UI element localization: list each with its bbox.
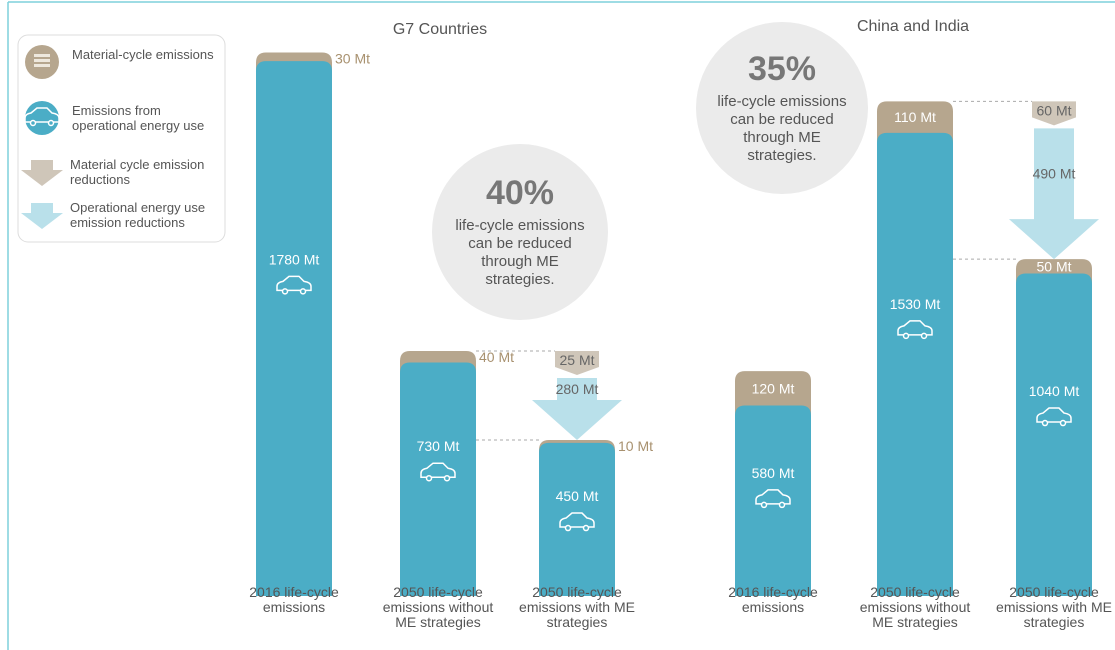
operational-bar bbox=[256, 61, 332, 596]
category-label: 2050 life-cycle emissions without ME str… bbox=[382, 584, 494, 630]
category-label: 2050 life-cycle emissions with ME strate… bbox=[996, 584, 1112, 630]
car-icon bbox=[24, 107, 60, 127]
material-label: 120 Mt bbox=[752, 380, 795, 396]
operational-label: 1780 Mt bbox=[269, 251, 320, 267]
car-wheel bbox=[425, 474, 433, 482]
legend-icon bbox=[21, 203, 63, 229]
operational-label: 450 Mt bbox=[556, 488, 599, 504]
car-icon bbox=[1036, 407, 1072, 427]
share-text: life-cycle emissions can be reduced thro… bbox=[717, 93, 847, 164]
category-label: 2016 life-cycle emissions bbox=[728, 584, 818, 615]
material-reduction-label: 25 Mt bbox=[559, 352, 594, 368]
legend-icon bbox=[25, 101, 59, 135]
category-label: 2050 life-cycle emissions with ME strate… bbox=[519, 584, 635, 630]
legend-icon-layer bbox=[34, 64, 50, 67]
car-wheel bbox=[443, 474, 451, 482]
operational-reduction-label: 490 Mt bbox=[1033, 166, 1076, 182]
material-label: 40 Mt bbox=[479, 349, 514, 365]
car-icon bbox=[897, 320, 933, 340]
car-icon bbox=[420, 462, 456, 482]
material-label: 10 Mt bbox=[618, 438, 653, 454]
material-reduction bbox=[555, 351, 599, 376]
legend-icon bbox=[21, 160, 63, 186]
car-icon bbox=[559, 512, 595, 532]
share-value: 40% bbox=[486, 174, 554, 212]
car-wheel bbox=[47, 119, 55, 127]
material-label: 50 Mt bbox=[1036, 258, 1071, 274]
legend-label: Operational energy use emission reductio… bbox=[70, 200, 206, 230]
material-reduction bbox=[1032, 101, 1076, 126]
car-body bbox=[276, 275, 312, 292]
operational-bar bbox=[1016, 273, 1092, 596]
share-text: life-cycle emissions can be reduced thro… bbox=[455, 217, 585, 288]
car-wheel bbox=[778, 501, 786, 509]
operational-reduction-label: 280 Mt bbox=[556, 381, 599, 397]
car-body bbox=[559, 512, 595, 528]
panel-title: China and India bbox=[857, 18, 969, 35]
material-label: 110 Mt bbox=[894, 109, 936, 125]
car-body bbox=[24, 107, 60, 123]
operational-bar bbox=[877, 132, 953, 596]
car-wheel bbox=[564, 524, 572, 532]
material-label: 30 Mt bbox=[335, 51, 370, 67]
category-label: 2050 life-cycle emissions without ME str… bbox=[859, 584, 971, 630]
legend-label: Emissions from operational energy use bbox=[72, 103, 205, 133]
car-body bbox=[897, 320, 933, 336]
operational-bar bbox=[400, 362, 476, 596]
car-wheel bbox=[582, 524, 590, 532]
car-wheel bbox=[1041, 419, 1049, 427]
car-body bbox=[420, 462, 456, 478]
share-circle bbox=[696, 22, 868, 194]
operational-bar bbox=[539, 442, 615, 596]
category-label: 2016 life-cycle emissions bbox=[249, 584, 339, 615]
operational-label: 730 Mt bbox=[417, 438, 460, 454]
operational-label: 1040 Mt bbox=[1029, 383, 1080, 399]
legend-label: Material cycle emission reductions bbox=[70, 157, 205, 187]
operational-label: 580 Mt bbox=[752, 465, 795, 481]
car-body bbox=[755, 489, 791, 505]
operational-reduction bbox=[1009, 128, 1099, 260]
car-wheel bbox=[1059, 419, 1067, 427]
operational-label: 1530 Mt bbox=[890, 296, 941, 312]
legend-box bbox=[17, 34, 226, 243]
legend-icon-layer bbox=[34, 54, 50, 57]
car-icon bbox=[755, 489, 791, 509]
operational-reduction bbox=[532, 378, 622, 440]
legend-label: Material-cycle emissions bbox=[72, 47, 214, 62]
legend-icon-layer bbox=[34, 59, 50, 62]
share-value: 35% bbox=[748, 50, 816, 88]
car-wheel bbox=[920, 332, 928, 340]
panel-title: G7 Countries bbox=[393, 21, 487, 38]
car-wheel bbox=[299, 288, 307, 295]
car-icon bbox=[276, 275, 312, 295]
car-wheel bbox=[760, 501, 768, 509]
operational-bar bbox=[735, 405, 811, 596]
car-wheel bbox=[281, 288, 289, 295]
car-wheel bbox=[29, 119, 37, 127]
car-body bbox=[1036, 407, 1072, 423]
car-wheel bbox=[902, 332, 910, 340]
material-reduction-label: 60 Mt bbox=[1036, 102, 1071, 118]
share-circle bbox=[432, 144, 608, 320]
